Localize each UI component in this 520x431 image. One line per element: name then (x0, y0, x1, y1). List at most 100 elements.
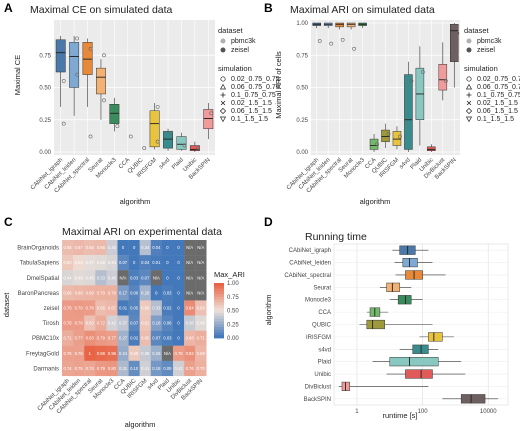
color-legend-swatch (214, 283, 224, 287)
heatmap-cell-label: 0.96 (108, 351, 117, 356)
y-tick-label: Unibic (314, 372, 331, 378)
panel-b-title: Maximal ARI on simulated data (290, 4, 435, 16)
heatmap-cell-label: 0.04 (141, 260, 150, 265)
heatmap-cell (173, 285, 185, 301)
heatmap-cell (139, 360, 151, 377)
heatmap-cell (173, 255, 185, 271)
heatmap-cell (195, 345, 207, 361)
heatmap-cell-label: 0 (177, 290, 180, 295)
heatmap-cell (150, 285, 163, 301)
heatmap-cell (184, 270, 196, 286)
data-point (317, 39, 322, 43)
triangle-down-symbol-icon (465, 116, 473, 123)
data-point (443, 79, 448, 83)
heatmap-cell (106, 300, 118, 316)
heatmap-cell (150, 300, 163, 316)
panel-d-title: Running time (305, 231, 367, 243)
y-tick-label: s4vd (318, 347, 331, 353)
panel-d-y-axis-label: algorithm (264, 295, 273, 326)
heatmap-cell (150, 345, 163, 361)
heatmap-cell-label: 0.37 (119, 321, 128, 326)
heatmap-cell (195, 270, 207, 286)
heatmap-cell (139, 255, 151, 271)
heatmap-cell (95, 300, 107, 316)
y-tick-label: 0.50 (296, 86, 308, 92)
heatmap-cell-label: 0.78 (86, 305, 95, 310)
heatmap-cell-label: 0.79 (75, 305, 84, 310)
box (109, 104, 120, 124)
legend-dataset-marker (466, 38, 472, 44)
plus-symbol-icon (220, 92, 226, 98)
data-point (375, 142, 379, 147)
heatmap-cell-label: 0 (122, 245, 125, 250)
heatmap-cell-label: N/A (186, 245, 193, 250)
heatmap-cell-label: N/A (153, 275, 160, 280)
panel-c-title: Maximal ARI on experimental data (62, 226, 222, 238)
panel-b-x-axis-label: algorithm (360, 197, 391, 206)
y-tick-label: 0.50 (39, 86, 51, 92)
heatmap-cell-label: 0.06 (163, 321, 172, 326)
heatmap-cell (95, 315, 107, 331)
heatmap-cell-label: 0.63 (86, 321, 95, 326)
heatmap-cell-label: 0 (166, 275, 169, 280)
data-point (115, 124, 120, 129)
y-tick-label: DivBiclust (305, 384, 332, 390)
color-legend-swatch (214, 329, 224, 333)
data-point (75, 36, 80, 41)
data-point (102, 98, 106, 103)
heatmap-cell (195, 315, 207, 331)
heatmap-cell (106, 360, 118, 377)
heatmap-cell-label: 0.07 (152, 336, 161, 341)
heatmap-cell (106, 330, 118, 346)
y-tick-label: 0.75 (39, 53, 51, 59)
legend-simulation-item: 0.1_0.75_0.75 (231, 92, 276, 99)
heatmap-cell (73, 240, 85, 256)
heatmap-cell (161, 285, 174, 301)
heatmap-cell-label: 0.53 (75, 260, 84, 265)
heatmap-cell (161, 315, 174, 331)
heatmap-cell (84, 285, 96, 301)
y-tick-label: BackSPIN (304, 397, 331, 403)
heatmap-cell-label: 0.01 (119, 305, 128, 310)
heatmap-cell (195, 330, 207, 346)
box (392, 131, 402, 146)
y-tick-label: Plaid (318, 360, 331, 366)
heatmap-cell-label: 0.65 (141, 336, 150, 341)
color-legend-swatch (214, 327, 224, 331)
data-point (169, 130, 173, 135)
heatmap-cell (73, 345, 85, 361)
box (381, 129, 390, 142)
x-tick-label: 10000 (480, 409, 497, 415)
heatmap-cell-label: 0.79 (97, 336, 106, 341)
color-legend-tick: 0.25 (227, 322, 239, 328)
legend-simulation-item: 0.1_1.5_1.5 (477, 116, 514, 123)
panel-c: C Maximal ARI on experimental data datas… (2, 215, 245, 429)
y-tick-label: zeisel (44, 306, 59, 312)
panel-c-letter: C (4, 215, 13, 229)
panel-c-y-axis-label: dataset (2, 292, 11, 318)
color-legend-swatch (214, 291, 224, 295)
color-legend-swatch (214, 332, 224, 336)
panel-a-plot: 0.000.250.500.75CAbiNet_igraphCAbiNet_le… (30, 20, 215, 194)
heatmap-cell (106, 270, 118, 286)
box (366, 319, 385, 330)
heatmap-cell (195, 285, 207, 301)
color-legend-swatch (214, 324, 224, 328)
heatmap-cell (73, 360, 85, 377)
heatmap-cell-label: 0.09 (163, 366, 172, 371)
box (55, 39, 66, 73)
data-point (329, 41, 334, 46)
panel-d-letter: D (264, 215, 273, 229)
heatmap-cell (139, 285, 151, 301)
heatmap-cell (62, 360, 74, 377)
color-legend-tick: 0.00 (227, 336, 239, 342)
heatmap-cell (161, 240, 174, 256)
legend-simulation-item: 0.02_1.5_1.5 (477, 100, 518, 107)
data-point (142, 146, 147, 151)
diamond-symbol-icon (219, 107, 227, 115)
data-point (195, 146, 200, 151)
color-legend-swatch (214, 321, 224, 325)
color-legend-swatch (214, 305, 224, 309)
heatmap-cell-label: 0.45 (86, 275, 95, 280)
